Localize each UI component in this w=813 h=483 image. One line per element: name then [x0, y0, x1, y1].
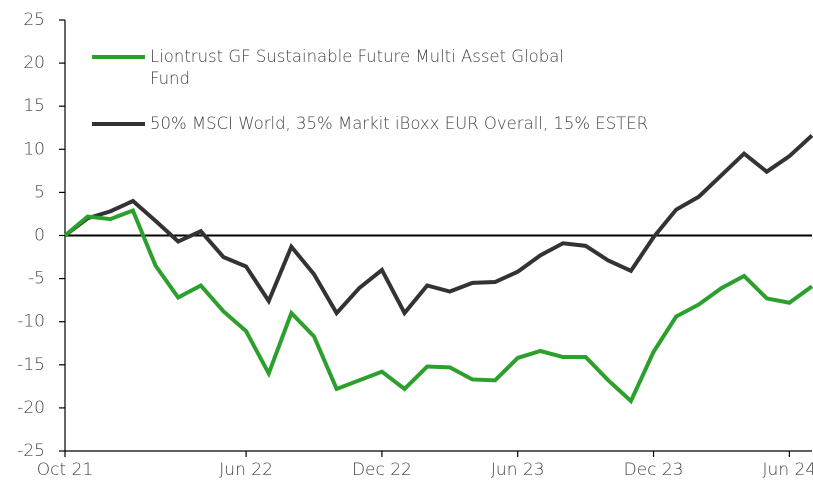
legend-label: Liontrust GF Sustainable Future Multi As… [150, 47, 564, 88]
y-tick-label: -5 [28, 269, 45, 289]
y-tick-label: 15 [23, 96, 45, 116]
x-tick-label: Jun 22 [219, 460, 273, 480]
y-tick-label: 0 [34, 226, 45, 246]
y-tick-label: -20 [17, 398, 45, 418]
x-tick-label: Jun 24 [763, 460, 813, 480]
x-tick-label: Dec 23 [624, 460, 684, 480]
y-tick-label: -10 [17, 312, 45, 332]
x-tick-label: Dec 22 [352, 460, 412, 480]
y-tick-label: 5 [34, 182, 45, 202]
x-tick-label: Jun 23 [491, 460, 545, 480]
y-tick-label: 25 [23, 10, 45, 30]
y-tick-label: 10 [23, 139, 45, 159]
series-line [63, 207, 813, 405]
series-line [63, 134, 813, 317]
x-tick-label: Oct 21 [37, 460, 93, 480]
y-tick-label: 20 [23, 53, 45, 73]
y-tick-label: -15 [17, 355, 45, 375]
legend-label: 50% MSCI World, 35% Markit iBoxx EUR Ove… [150, 114, 649, 133]
y-tick-label: -25 [17, 441, 45, 461]
